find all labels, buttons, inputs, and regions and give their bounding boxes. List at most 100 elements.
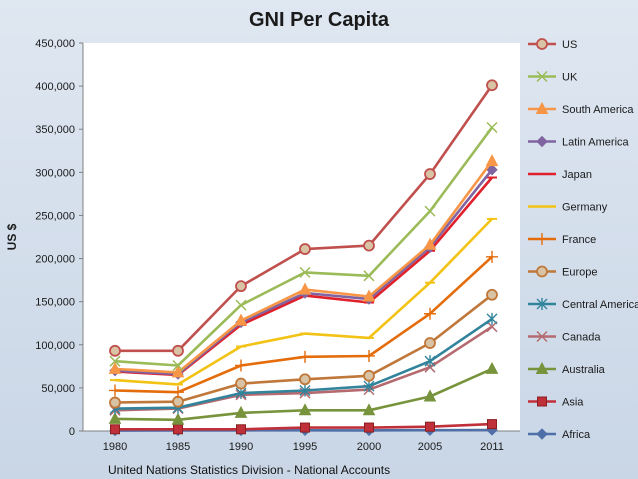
data-point	[486, 288, 498, 301]
data-point	[363, 270, 375, 282]
data-point	[109, 396, 121, 409]
data-point	[235, 299, 247, 311]
legend-item: Japan	[528, 169, 592, 181]
legend-item: Latin America	[528, 135, 630, 149]
plot-area	[83, 43, 520, 431]
x-tick-label: 2000	[357, 441, 381, 453]
data-point	[234, 405, 248, 418]
legend-marker	[536, 428, 548, 440]
legend-item: Europe	[528, 265, 597, 279]
legend-item: US	[528, 38, 577, 51]
chart-title: GNI Per Capita	[249, 9, 390, 31]
series-south-america	[108, 154, 499, 378]
axes: 0 50,000 100,000 150,000 200,000 250,000 300,0…	[35, 38, 520, 453]
data-point	[172, 359, 184, 372]
data-point	[298, 403, 312, 416]
data-point	[235, 359, 247, 372]
legend-label: US	[562, 39, 577, 51]
legend-item: Germany	[528, 202, 608, 214]
legend-marker	[536, 38, 548, 50]
data-point	[363, 380, 375, 393]
x-tick-label: 2005	[418, 441, 442, 453]
legend-marker	[535, 361, 549, 374]
series-asia	[110, 419, 497, 435]
data-point	[172, 344, 184, 357]
series-australia	[108, 361, 499, 425]
data-point	[173, 424, 183, 435]
data-point	[171, 412, 185, 425]
legend-marker	[535, 101, 549, 114]
data-point	[235, 280, 247, 293]
y-axis-label: US $	[5, 223, 19, 250]
data-point	[299, 373, 311, 386]
series-europe	[109, 288, 498, 409]
data-point	[364, 422, 374, 433]
legend-label: UK	[562, 72, 578, 84]
legend-item: Africa	[528, 428, 591, 441]
y-tick-label: 450,000	[35, 38, 75, 50]
data-point	[485, 154, 499, 167]
data-point	[485, 361, 499, 374]
legend-item: Australia	[528, 361, 606, 376]
series-central-america	[109, 312, 498, 415]
data-point	[234, 313, 248, 326]
data-point	[108, 361, 122, 374]
data-point	[300, 422, 310, 433]
data-point	[486, 250, 498, 263]
data-point	[109, 355, 121, 367]
y-tick-label: 100,000	[35, 340, 75, 352]
data-point	[109, 344, 121, 357]
legend-label: Latin America	[562, 137, 630, 149]
data-point	[171, 365, 185, 378]
series-us	[109, 79, 498, 357]
legend-item: France	[528, 233, 596, 246]
y-tick-label: 250,000	[35, 210, 75, 222]
legend-marker	[536, 265, 548, 278]
y-tick-label: 0	[69, 426, 75, 438]
legend-label: France	[562, 234, 596, 246]
data-point	[487, 419, 497, 430]
data-point	[363, 369, 375, 382]
legend: US UK South America Latin America Japan Germa…	[528, 38, 638, 441]
y-tick-label: 150,000	[35, 297, 75, 309]
data-point	[299, 266, 311, 278]
source-note: United Nations Statistics Division - Nat…	[108, 463, 390, 477]
legend-label: South America	[562, 104, 634, 116]
data-point	[423, 237, 437, 250]
legend-marker	[537, 396, 547, 407]
y-tick-label: 50,000	[41, 383, 75, 395]
data-point	[486, 312, 498, 325]
series-uk	[109, 121, 498, 372]
legend-item: Asia	[528, 396, 584, 409]
x-tick-label: 1995	[293, 441, 317, 453]
legend-label: Central America	[562, 299, 638, 311]
data-point	[486, 79, 498, 92]
legend-item: South America	[528, 101, 634, 116]
data-point	[299, 350, 311, 363]
data-point	[109, 384, 121, 397]
data-point	[299, 243, 311, 255]
data-point	[486, 164, 498, 176]
series-layer	[108, 79, 499, 437]
legend-item: UK	[528, 70, 578, 84]
x-tick-label: 1980	[103, 441, 127, 453]
data-point	[172, 386, 184, 399]
series-france	[109, 250, 498, 399]
legend-marker	[536, 233, 548, 245]
data-point	[424, 205, 436, 217]
data-point	[424, 337, 436, 349]
legend-label: Australia	[562, 364, 606, 376]
legend-item: Central America	[528, 298, 638, 311]
legend-label: Europe	[562, 267, 597, 279]
legend-label: Africa	[562, 429, 591, 441]
data-point	[363, 349, 375, 362]
x-tick-label: 1990	[229, 441, 253, 453]
data-point	[424, 307, 436, 320]
data-point	[424, 355, 436, 368]
y-tick-label: 350,000	[35, 124, 75, 136]
legend-item: Canada	[528, 330, 601, 344]
data-point	[424, 168, 436, 180]
legend-marker	[536, 298, 548, 310]
series-germany	[110, 217, 497, 386]
